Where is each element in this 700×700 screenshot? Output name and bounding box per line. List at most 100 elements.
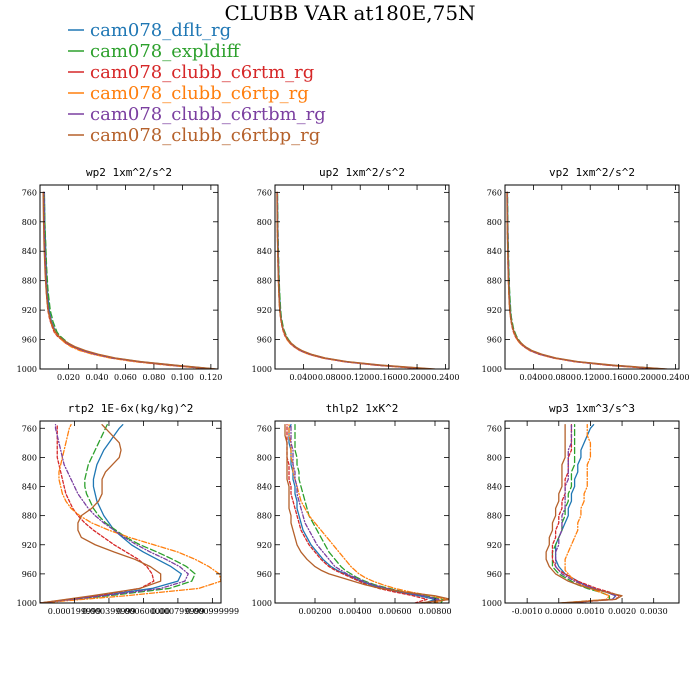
y-tick-label: 800 xyxy=(22,218,37,227)
x-tick-label: 0.100 xyxy=(171,373,194,382)
legend-entry: cam078_expldiff xyxy=(68,41,241,62)
panel-title: wp2 1xm^2/s^2 xyxy=(86,166,172,179)
x-tick-label: 0.0030 xyxy=(640,607,668,616)
y-tick-label: 920 xyxy=(257,306,272,315)
chart-panel: rtp2 1E-6x(kg/kg)^2 760 800 840 880 920 960 100… xyxy=(17,402,239,616)
panel-title: thlp2 1xK^2 xyxy=(326,402,399,415)
x-tick-label: 0.00400 xyxy=(338,607,371,616)
x-tick-label: 0.00200 xyxy=(298,607,331,616)
plot-frame xyxy=(504,420,680,604)
series-line xyxy=(40,423,162,603)
x-tick-label: 0.060 xyxy=(114,373,137,382)
x-tick-label: 0.000799999 xyxy=(151,607,204,616)
chart-panel: vp2 1xm^2/s^2 760 800 840 880 920 960 1000 0.040… xyxy=(482,166,690,382)
x-tick-label: 0.0400 xyxy=(519,373,547,382)
x-tick-label: 0.020 xyxy=(57,373,80,382)
legend-label: cam078_expldiff xyxy=(90,41,241,62)
chart-panel: thlp2 1xK^2 760 800 840 880 920 960 1000 0.00200… xyxy=(252,402,452,616)
legend-entry: cam078_clubb_c6rtbm_rg xyxy=(68,104,326,125)
series-line xyxy=(545,423,623,603)
figure-title: CLUBB VAR at180E,75N xyxy=(224,1,475,25)
series-line xyxy=(276,191,436,369)
y-tick-label: 920 xyxy=(22,541,37,550)
x-tick-label: 0.0800 xyxy=(318,373,346,382)
panel-title: rtp2 1E-6x(kg/kg)^2 xyxy=(68,402,194,415)
x-tick-label: 0.000199999 xyxy=(48,607,101,616)
plot-frame xyxy=(274,420,450,604)
legend-entry: cam078_clubb_c6rtp_rg xyxy=(68,83,309,104)
series-line xyxy=(43,191,215,369)
y-tick-label: 1000 xyxy=(17,599,37,608)
x-tick-label: 0.2400 xyxy=(431,373,459,382)
panel-title: vp2 1xm^2/s^2 xyxy=(549,166,635,179)
x-tick-label: 0.080 xyxy=(142,373,165,382)
y-tick-label: 760 xyxy=(257,424,272,433)
y-tick-label: 760 xyxy=(487,188,502,197)
x-tick-label: 0.000399999 xyxy=(82,607,135,616)
chart-panel: wp3 1xm^3/s^3 760 800 840 880 920 960 1000 -0.00… xyxy=(482,402,680,616)
y-tick-label: 920 xyxy=(22,306,37,315)
legend-label: cam078_dflt_rg xyxy=(90,20,231,41)
y-tick-label: 1000 xyxy=(482,599,502,608)
series-line xyxy=(288,423,448,603)
x-tick-label: 0.00600 xyxy=(378,607,411,616)
series-line xyxy=(40,423,183,603)
y-tick-label: 760 xyxy=(22,424,37,433)
y-tick-label: 800 xyxy=(487,453,502,462)
y-tick-label: 880 xyxy=(487,277,502,286)
y-tick-label: 1000 xyxy=(252,599,272,608)
y-tick-label: 800 xyxy=(22,453,37,462)
y-tick-label: 800 xyxy=(487,218,502,227)
series-line xyxy=(40,423,189,603)
x-tick-label: 0.1600 xyxy=(375,373,403,382)
x-tick-label: 0.2000 xyxy=(633,373,661,382)
x-tick-label: 0.1200 xyxy=(346,373,374,382)
series-line xyxy=(290,423,440,603)
x-tick-label: 0.000999999 xyxy=(186,607,239,616)
y-tick-label: 880 xyxy=(487,512,502,521)
y-tick-label: 1000 xyxy=(17,365,37,374)
y-tick-label: 960 xyxy=(257,570,272,579)
series-line xyxy=(284,423,449,603)
series-group xyxy=(42,191,218,369)
y-tick-label: 880 xyxy=(257,277,272,286)
y-tick-label: 920 xyxy=(257,541,272,550)
series-group xyxy=(545,423,623,603)
y-tick-label: 840 xyxy=(487,483,502,492)
series-line xyxy=(40,423,196,603)
y-tick-label: 760 xyxy=(487,424,502,433)
y-tick-label: 840 xyxy=(22,247,37,256)
chart-panel: up2 1xm^2/s^2 760 800 840 880 920 960 1000 0.040… xyxy=(252,166,460,382)
x-tick-label: 0.0800 xyxy=(548,373,576,382)
legend: cam078_dflt_rgcam078_expldiffcam078_club… xyxy=(68,20,326,146)
y-tick-label: 880 xyxy=(257,512,272,521)
legend-entry: cam078_clubb_c6rtbp_rg xyxy=(68,125,320,146)
legend-entry: cam078_clubb_c6rtm_rg xyxy=(68,62,314,83)
y-tick-label: 920 xyxy=(487,306,502,315)
y-tick-label: 840 xyxy=(257,483,272,492)
x-tick-label: 0.00800 xyxy=(418,607,451,616)
plot-frame xyxy=(504,184,680,370)
y-tick-label: 840 xyxy=(22,483,37,492)
y-tick-label: 880 xyxy=(22,277,37,286)
x-tick-label: 0.1200 xyxy=(576,373,604,382)
legend-entry: cam078_dflt_rg xyxy=(68,20,231,41)
panel-title: wp3 1xm^3/s^3 xyxy=(549,402,635,415)
legend-label: cam078_clubb_c6rtbp_rg xyxy=(90,125,320,146)
x-tick-label: 0.040 xyxy=(86,373,109,382)
series-line xyxy=(506,191,668,369)
y-tick-label: 960 xyxy=(22,336,37,345)
x-tick-label: 0.0400 xyxy=(289,373,317,382)
y-tick-label: 960 xyxy=(22,570,37,579)
plot-frame xyxy=(274,184,450,370)
y-tick-label: 840 xyxy=(487,247,502,256)
y-tick-label: 920 xyxy=(487,541,502,550)
x-tick-label: 0.0020 xyxy=(608,607,636,616)
panel-title: up2 1xm^2/s^2 xyxy=(319,166,405,179)
chart-panel: wp2 1xm^2/s^2 760 800 840 880 920 960 1000 0.020… xyxy=(17,166,223,382)
x-tick-label: -0.0010 xyxy=(512,607,543,616)
x-tick-label: 0.1600 xyxy=(605,373,633,382)
y-tick-label: 760 xyxy=(22,188,37,197)
y-tick-label: 960 xyxy=(487,336,502,345)
